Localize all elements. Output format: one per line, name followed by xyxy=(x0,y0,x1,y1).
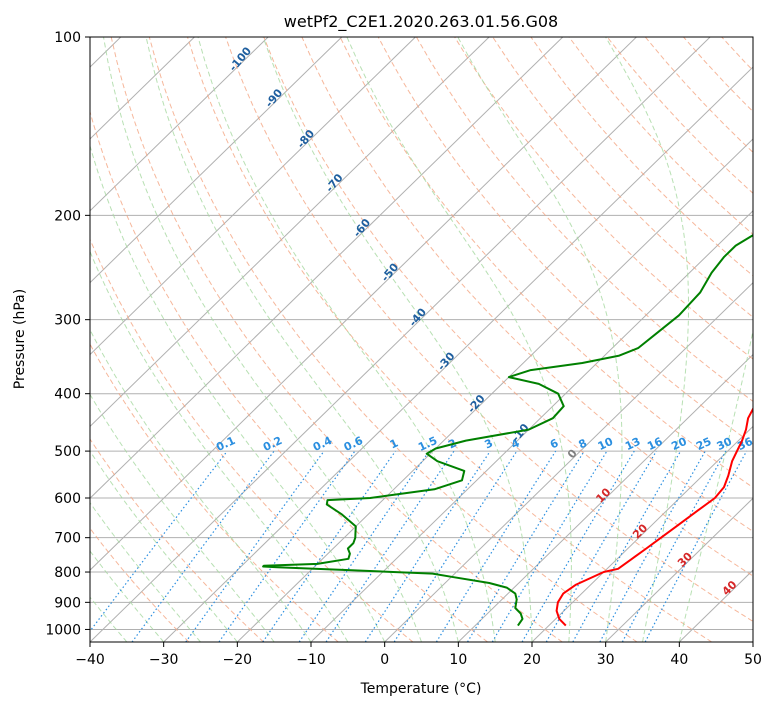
dry-adiabat-line xyxy=(90,438,264,642)
x-tick-label: 10 xyxy=(449,652,467,668)
isotherm-line xyxy=(90,37,637,571)
dry-adiabat-line xyxy=(225,37,753,623)
moist-adiabat-line xyxy=(197,37,496,642)
mixing-ratio-label: 36 xyxy=(735,435,755,453)
profile-series xyxy=(262,234,753,627)
moist-adiabats xyxy=(90,37,753,642)
mixing-ratio-line xyxy=(90,450,228,633)
mixing-ratio-line xyxy=(131,450,275,642)
x-tick-label: 0 xyxy=(380,652,389,668)
dry-adiabat-line xyxy=(263,37,753,577)
y-tick-label: 700 xyxy=(54,531,81,547)
x-axis-label: Temperature (°C) xyxy=(360,681,482,697)
isotherm-line xyxy=(457,353,753,642)
mixing-ratio-line xyxy=(325,450,455,642)
isotherm-line xyxy=(531,425,753,642)
x-tick-label: 30 xyxy=(597,652,615,668)
mixing-ratio-label: 10 xyxy=(596,435,616,453)
dry-adiabat-line xyxy=(148,37,638,642)
dry-adiabats xyxy=(90,37,753,642)
y-tick-label: 100 xyxy=(54,30,81,46)
isotherm-line xyxy=(90,37,343,284)
isotherm-line xyxy=(90,37,269,212)
isotherm-line xyxy=(384,281,753,642)
mixing-ratio-line xyxy=(364,450,491,642)
mixing-ratio-label: 25 xyxy=(694,435,713,453)
moist-adiabat-line xyxy=(605,37,689,642)
x-tick-label: −10 xyxy=(296,652,326,668)
isotherm-line xyxy=(90,37,490,428)
isotherm-line xyxy=(236,138,753,642)
isotherm-line xyxy=(90,37,564,499)
mixing-ratio-line xyxy=(185,450,325,642)
moist-adiabat-line xyxy=(457,37,623,642)
mixing-ratio-lines xyxy=(90,450,748,642)
moist-adiabat-line xyxy=(103,37,422,642)
x-tick-label: 20 xyxy=(523,652,541,668)
moist-adiabat-line xyxy=(90,250,349,642)
dry-adiabat-line xyxy=(90,343,339,642)
dewpoint-profile-line xyxy=(262,234,753,627)
mixing-ratio-label: 16 xyxy=(645,435,665,453)
x-tick-label: 40 xyxy=(670,652,688,668)
isotherm-grid xyxy=(90,37,753,642)
dry-adiabat-line xyxy=(301,37,753,533)
dry-adiabat-line xyxy=(110,37,563,642)
dry-adiabat-line xyxy=(377,37,753,445)
isotherm-line xyxy=(163,66,753,642)
mixing-ratio-line xyxy=(621,450,727,642)
mixing-ratio-line xyxy=(218,450,356,642)
mixing-ratio-line xyxy=(262,450,396,642)
x-tick-label: −40 xyxy=(75,652,105,668)
mixing-ratio-label: 13 xyxy=(623,435,642,453)
y-axis-label: Pressure (hPa) xyxy=(12,289,28,389)
dry-adiabat-line xyxy=(415,37,753,402)
plot-area: 0.1 0.2 0.4 0.6 1 1.5 2 3 4 6 8 10 13 16 20 25 30 36-100-… xyxy=(90,37,755,642)
dry-adiabat-line xyxy=(90,110,488,642)
temperature-profile-line xyxy=(555,406,753,627)
y-axis: 100 200 300 400 500 600 700 800 900 1000 xyxy=(45,30,90,638)
dry-adiabat-line xyxy=(454,37,753,360)
moist-adiabat-line xyxy=(90,144,386,642)
moist-adiabat-line xyxy=(90,328,312,642)
y-tick-label: 200 xyxy=(54,208,81,224)
mixing-ratio-line xyxy=(572,450,682,642)
dry-adiabat-line xyxy=(90,527,190,642)
x-tick-label: 50 xyxy=(744,652,762,668)
moist-adiabat-line xyxy=(145,37,459,642)
mixing-ratio-line xyxy=(466,450,585,642)
dry-adiabat-line xyxy=(90,238,414,642)
x-tick-label: −20 xyxy=(223,652,253,668)
y-tick-label: 500 xyxy=(54,444,81,460)
mixing-ratio-label: 30 xyxy=(715,435,735,453)
y-tick-label: 1000 xyxy=(45,622,81,638)
isotherm-line xyxy=(90,37,195,140)
x-axis: −40 −30 −20 −10 0 10 20 30 40 50 xyxy=(75,642,762,668)
x-tick-label: −30 xyxy=(149,652,179,668)
isotherm-line xyxy=(605,497,753,642)
y-tick-label: 800 xyxy=(54,565,81,581)
y-tick-label: 900 xyxy=(54,595,81,611)
plot-frame xyxy=(89,36,754,643)
y-tick-label: 400 xyxy=(54,387,81,403)
moist-adiabat-line xyxy=(346,37,572,642)
y-tick-label: 600 xyxy=(54,491,81,507)
moist-adiabat-line xyxy=(678,328,753,642)
mixing-ratio-line xyxy=(298,450,430,642)
dry-adiabat-line xyxy=(187,37,712,642)
y-tick-label: 300 xyxy=(54,313,81,329)
isotherm-line xyxy=(90,37,416,356)
mixing-ratio-label: 20 xyxy=(669,435,689,453)
dry-adiabat-line xyxy=(339,37,753,489)
mixing-ratio-line xyxy=(393,450,518,642)
moist-adiabat-line xyxy=(262,37,533,642)
chart-title: wetPf2_C2E1.2020.263.01.56.G08 xyxy=(284,12,558,32)
mixing-ratio-line xyxy=(599,450,706,642)
